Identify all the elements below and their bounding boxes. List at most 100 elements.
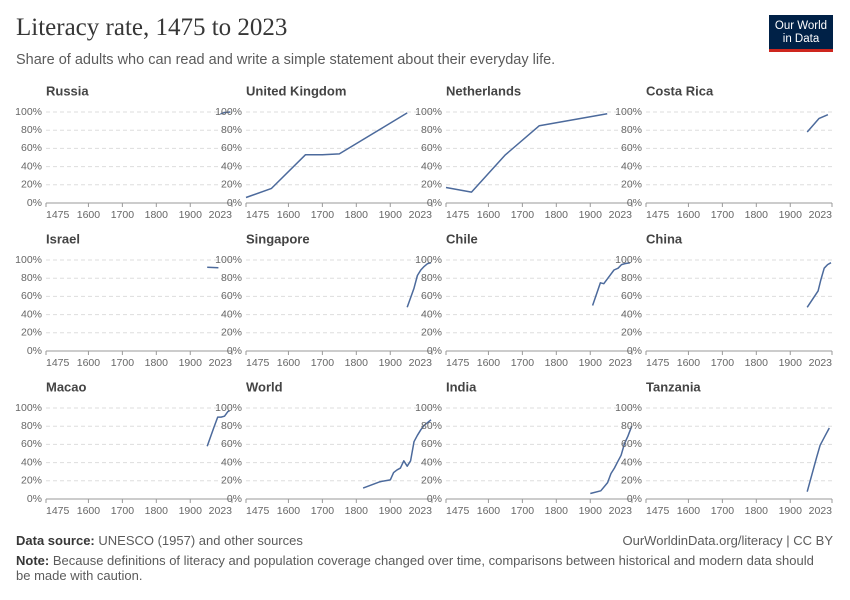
line [406, 261, 432, 308]
panel-title: India [446, 379, 477, 394]
url[interactable]: OurWorldinData.org/literacy | CC BY [622, 533, 833, 548]
x-tick-label: 1900 [579, 505, 603, 517]
y-tick-label: 40% [421, 308, 442, 320]
y-tick-label: 80% [21, 420, 42, 432]
y-tick-label: 0% [227, 197, 242, 209]
x-tick-label: 2023 [809, 505, 833, 517]
line [206, 410, 230, 447]
x-tick-label: 2023 [809, 357, 833, 369]
x-tick-label: 2023 [809, 209, 833, 221]
panel-title: Tanzania [646, 379, 701, 394]
y-tick-label: 80% [421, 124, 442, 136]
panel-title: Costa Rica [646, 83, 714, 98]
y-tick-label: 0% [27, 345, 42, 357]
y-tick-label: 100% [615, 254, 642, 266]
x-tick-label: 1700 [111, 209, 135, 221]
x-tick-label: 2023 [609, 505, 633, 517]
x-tick-label: 1800 [145, 357, 169, 369]
panel-title: Russia [46, 83, 89, 98]
x-tick-label: 1475 [646, 505, 670, 517]
source: Data source: UNESCO (1957) and other sou… [16, 533, 303, 548]
y-tick-label: 100% [415, 254, 442, 266]
line [806, 114, 829, 133]
x-tick-label: 1900 [379, 209, 403, 221]
x-tick-label: 1800 [145, 505, 169, 517]
x-tick-label: 2023 [409, 209, 433, 221]
x-tick-label: 1600 [677, 505, 701, 517]
x-tick-label: 1600 [277, 357, 301, 369]
x-tick-label: 1475 [246, 505, 270, 517]
y-tick-label: 80% [621, 124, 642, 136]
y-tick-label: 80% [621, 272, 642, 284]
y-tick-label: 0% [427, 197, 442, 209]
y-tick-label: 60% [621, 290, 642, 302]
x-tick-label: 1600 [477, 505, 501, 517]
x-tick-label: 2023 [409, 357, 433, 369]
y-tick-label: 20% [421, 475, 442, 487]
x-tick-label: 1800 [545, 209, 569, 221]
y-tick-label: 80% [421, 272, 442, 284]
panel-title: Macao [46, 379, 87, 394]
y-tick-label: 60% [221, 290, 242, 302]
logo-line: Our World [774, 20, 828, 32]
line [445, 113, 608, 193]
x-tick-label: 1475 [446, 505, 470, 517]
y-tick-label: 100% [15, 106, 42, 118]
y-tick-label: 0% [227, 493, 242, 505]
x-tick-label: 1800 [145, 209, 169, 221]
x-tick-label: 1700 [711, 209, 735, 221]
y-tick-label: 20% [21, 179, 42, 191]
x-tick-label: 1900 [379, 357, 403, 369]
y-tick-label: 60% [221, 438, 242, 450]
y-tick-label: 100% [615, 402, 642, 414]
y-tick-label: 60% [221, 142, 242, 154]
logo[interactable]: Our World in Data [769, 15, 833, 52]
note: Note: Because definitions of literacy an… [16, 553, 831, 583]
y-tick-label: 40% [621, 308, 642, 320]
x-tick-label: 1600 [477, 209, 501, 221]
x-tick-label: 2023 [609, 209, 633, 221]
y-tick-label: 60% [421, 290, 442, 302]
x-tick-label: 1800 [345, 357, 369, 369]
y-tick-label: 60% [421, 438, 442, 450]
y-tick-label: 100% [615, 106, 642, 118]
x-tick-label: 1700 [311, 357, 335, 369]
y-tick-label: 0% [27, 493, 42, 505]
x-tick-label: 1600 [77, 209, 101, 221]
panel-title: World [246, 379, 283, 394]
line [806, 262, 832, 308]
y-tick-label: 20% [221, 179, 242, 191]
panel-title: Netherlands [446, 83, 521, 98]
x-tick-label: 1900 [579, 209, 603, 221]
y-tick-label: 60% [21, 438, 42, 450]
panel-title: China [646, 231, 683, 246]
y-tick-label: 100% [215, 106, 242, 118]
y-tick-label: 100% [15, 402, 42, 414]
line [591, 261, 631, 306]
y-tick-label: 100% [15, 254, 42, 266]
x-tick-label: 1900 [779, 209, 803, 221]
y-tick-label: 40% [21, 160, 42, 172]
y-tick-label: 60% [621, 142, 642, 154]
panel-title: United Kingdom [246, 83, 346, 98]
note-text: Because definitions of literacy and popu… [16, 553, 814, 583]
y-tick-label: 20% [221, 475, 242, 487]
x-tick-label: 1600 [277, 505, 301, 517]
x-tick-label: 1600 [77, 357, 101, 369]
x-tick-label: 2023 [609, 357, 633, 369]
y-tick-label: 60% [621, 438, 642, 450]
y-tick-label: 40% [221, 308, 242, 320]
y-tick-label: 80% [21, 272, 42, 284]
x-tick-label: 2023 [209, 209, 233, 221]
y-tick-label: 60% [421, 142, 442, 154]
y-tick-label: 20% [421, 327, 442, 339]
y-tick-label: 80% [621, 420, 642, 432]
x-tick-label: 1800 [345, 209, 369, 221]
x-tick-label: 1475 [246, 357, 270, 369]
x-tick-label: 1600 [677, 357, 701, 369]
y-tick-label: 100% [415, 106, 442, 118]
x-tick-label: 1600 [277, 209, 301, 221]
y-tick-label: 40% [221, 160, 242, 172]
x-tick-label: 1600 [677, 209, 701, 221]
